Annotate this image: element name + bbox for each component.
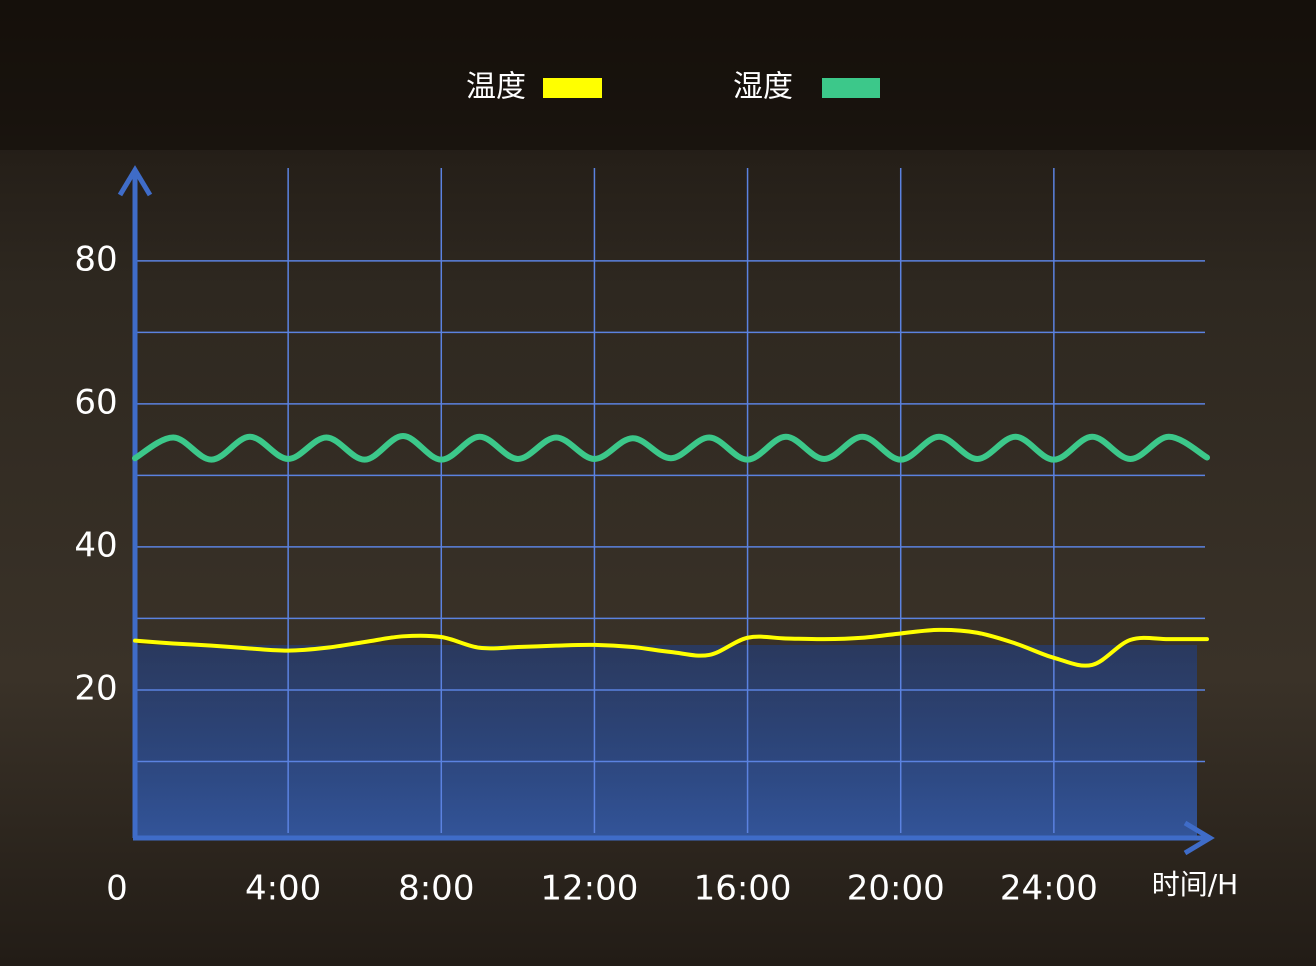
y-tick-label: 40 [74, 525, 117, 565]
y-tick-label: 80 [74, 239, 117, 279]
legend-swatch [822, 78, 880, 98]
legend-label: 湿度 [733, 70, 793, 105]
x-tick-label: 16:00 [694, 869, 792, 909]
x-tick-label: 12:00 [540, 869, 638, 909]
x-tick-label: 4:00 [245, 869, 321, 909]
blue-area [135, 645, 1197, 838]
y-tick-label: 20 [74, 668, 117, 708]
x-tick-label: 24:00 [1000, 869, 1098, 909]
y-tick-label: 60 [74, 382, 117, 422]
x-tick-label: 8:00 [398, 869, 474, 909]
legend: 温度 湿度 [466, 70, 880, 105]
x-tick-label: 0 [106, 869, 128, 909]
legend-label: 温度 [466, 70, 526, 105]
series-line [133, 627, 1209, 668]
x-tick-label: 20:00 [847, 869, 945, 909]
x-axis-label: 时间/H [1152, 868, 1239, 901]
legend-swatch [543, 78, 602, 98]
ceiling [0, 0, 1316, 150]
y-axis-arrow [117, 165, 153, 197]
x-axis-arrow [1183, 820, 1215, 856]
series-line [132, 433, 1210, 463]
